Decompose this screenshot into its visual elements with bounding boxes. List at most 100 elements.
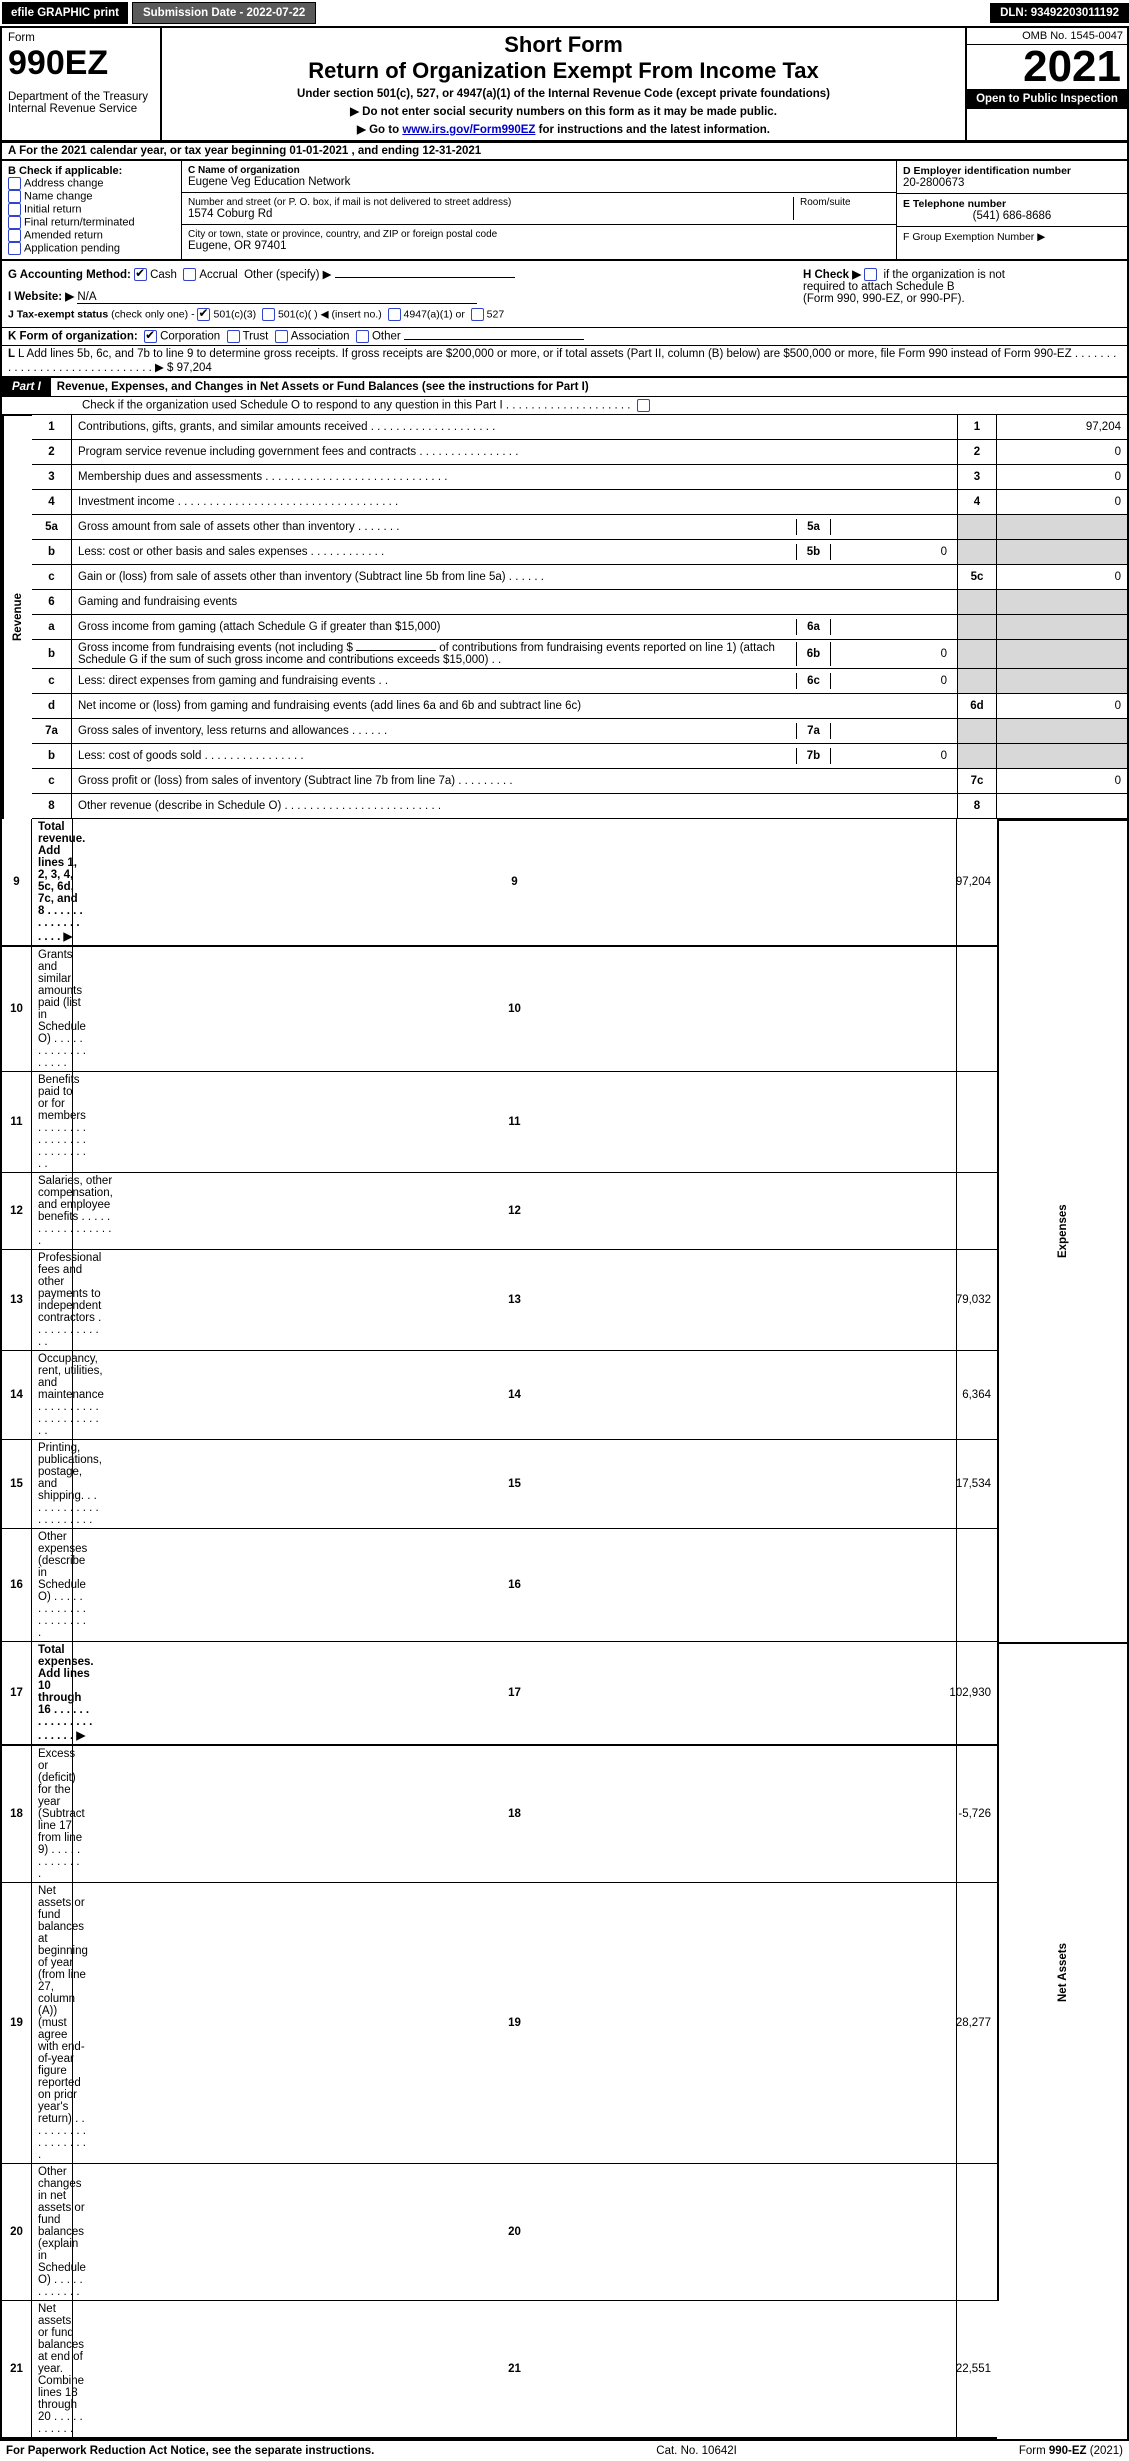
chk-corp[interactable]: [144, 330, 157, 343]
form-page: efile GRAPHIC print Submission Date - 20…: [0, 0, 1129, 2461]
ln6a-text: Gross income from gaming (attach Schedul…: [72, 615, 957, 640]
footer-right: Form 990-EZ (2021): [1019, 2445, 1123, 2457]
b-item-1: Name change: [24, 190, 93, 202]
ln7a-amt: [997, 719, 1127, 744]
i-label: I Website: ▶: [8, 291, 74, 303]
ln7c-amt: 0: [997, 769, 1127, 794]
ln13-ref: 13: [72, 1250, 957, 1351]
l-text: L Add lines 5b, 6c, and 7b to line 9 to …: [8, 348, 1116, 374]
org-name: Eugene Veg Education Network: [188, 176, 350, 188]
chk-accrual[interactable]: [183, 268, 196, 281]
part-1-label: Part I: [2, 378, 51, 396]
chk-501c3[interactable]: [197, 308, 210, 321]
page-footer: For Paperwork Reduction Act Notice, see …: [0, 2439, 1129, 2461]
ln17-ref: 17: [72, 1642, 957, 1746]
chk-other-org[interactable]: [356, 330, 369, 343]
chk-h[interactable]: [864, 268, 877, 281]
chk-amended[interactable]: [8, 229, 21, 242]
ln5c-text: Gain or (loss) from sale of assets other…: [72, 565, 957, 590]
ln6c-miniamt: 0: [831, 673, 951, 689]
ln9-num: 9: [2, 819, 32, 947]
chk-name-change[interactable]: [8, 190, 21, 203]
ln3-amt: 0: [997, 465, 1127, 490]
ln16-num: 16: [2, 1529, 32, 1642]
d-ein-label: D Employer identification number: [903, 165, 1121, 177]
ln6b-ref: [957, 640, 997, 669]
j-note: (check only one) -: [111, 309, 194, 321]
gh-block: G Accounting Method: Cash Accrual Other …: [0, 261, 1129, 328]
ein-value: 20-2800673: [903, 177, 1121, 189]
ln1-num: 1: [32, 415, 72, 440]
ln9-ref: 9: [72, 819, 957, 947]
chk-final-return[interactable]: [8, 216, 21, 229]
ln4-ref: 4: [957, 490, 997, 515]
sub3-suffix: for instructions and the latest informat…: [535, 124, 770, 136]
ln6c-text: Less: direct expenses from gaming and fu…: [72, 669, 957, 694]
part-1-checkline: Check if the organization used Schedule …: [0, 397, 1129, 415]
ln6b-num: b: [32, 640, 72, 669]
chk-part1[interactable]: [637, 399, 650, 412]
ln2-amt: 0: [997, 440, 1127, 465]
room-suite-label: Room/suite: [793, 197, 890, 220]
b-item-3: Final return/terminated: [24, 216, 135, 228]
ln7b-amt: [997, 744, 1127, 769]
ln7b-miniamt: 0: [831, 748, 951, 764]
ln6c-amt: [997, 669, 1127, 694]
ln6d-text: Net income or (loss) from gaming and fun…: [72, 694, 957, 719]
irs-link[interactable]: www.irs.gov/Form990EZ: [402, 124, 535, 136]
ln16-amt: [957, 1529, 997, 1642]
ln21-text: Net assets or fund balances at end of ye…: [32, 2301, 72, 2439]
h-text2: required to attach Schedule B: [803, 281, 955, 293]
g-other-input[interactable]: [335, 277, 515, 278]
ln6b-miniamt: 0: [831, 646, 951, 662]
title-short-form: Short Form: [168, 32, 959, 58]
ln6-amt: [997, 590, 1127, 615]
h-text3: (Form 990, 990-EZ, or 990-PF).: [803, 293, 965, 305]
ln6a-amt: [997, 615, 1127, 640]
b-item-2: Initial return: [24, 203, 81, 215]
ln10-ref: 10: [72, 947, 957, 1072]
ln5b-amt: [997, 540, 1127, 565]
ln6c-ref: [957, 669, 997, 694]
footer-mid: Cat. No. 10642I: [656, 2445, 737, 2457]
ln5b-miniamt: 0: [831, 544, 951, 560]
k-other-input[interactable]: [404, 339, 584, 340]
g-other: Other (specify) ▶: [244, 269, 331, 281]
k-assoc: Association: [291, 331, 350, 343]
form-number: 990EZ: [8, 44, 154, 83]
ln7b-text: Less: cost of goods sold . . . . . . . .…: [72, 744, 957, 769]
ln10-amt: [957, 947, 997, 1072]
j-label: J Tax-exempt status: [8, 309, 108, 321]
chk-pending[interactable]: [8, 242, 21, 255]
ln6b-text: Gross income from fundraising events (no…: [72, 640, 957, 669]
ln8-ref: 8: [957, 794, 997, 819]
g-label: G Accounting Method:: [8, 269, 131, 281]
ln2-text: Program service revenue including govern…: [72, 440, 957, 465]
ln8-amt: [997, 794, 1127, 819]
chk-4947[interactable]: [388, 308, 401, 321]
ln14-amt: 6,364: [957, 1351, 997, 1440]
chk-trust[interactable]: [227, 330, 240, 343]
website-value: N/A: [77, 291, 477, 304]
chk-cash[interactable]: [134, 268, 147, 281]
ln19-amt: 28,277: [957, 1883, 997, 2164]
chk-assoc[interactable]: [275, 330, 288, 343]
ln8-text: Other revenue (describe in Schedule O) .…: [72, 794, 957, 819]
chk-501c[interactable]: [262, 308, 275, 321]
ln6d-num: d: [32, 694, 72, 719]
ln21-amt: 22,551: [957, 2301, 997, 2439]
efile-print-button[interactable]: efile GRAPHIC print: [2, 2, 128, 24]
chk-address-change[interactable]: [8, 177, 21, 190]
ln2-ref: 2: [957, 440, 997, 465]
ln6a-desc: Gross income from gaming (attach Schedul…: [78, 621, 796, 633]
ln9-text: Total revenue. Add lines 1, 2, 3, 4, 5c,…: [32, 819, 72, 947]
header-left: Form 990EZ Department of the Treasury In…: [2, 28, 162, 140]
ln11-amt: [957, 1072, 997, 1173]
chk-initial-return[interactable]: [8, 203, 21, 216]
ln9-amt: 97,204: [957, 819, 997, 947]
ln1-text: Contributions, gifts, grants, and simila…: [72, 415, 957, 440]
ln7b-desc: Less: cost of goods sold . . . . . . . .…: [78, 750, 796, 762]
footer-left: For Paperwork Reduction Act Notice, see …: [6, 2445, 374, 2457]
k-trust: Trust: [243, 331, 269, 343]
chk-527[interactable]: [471, 308, 484, 321]
